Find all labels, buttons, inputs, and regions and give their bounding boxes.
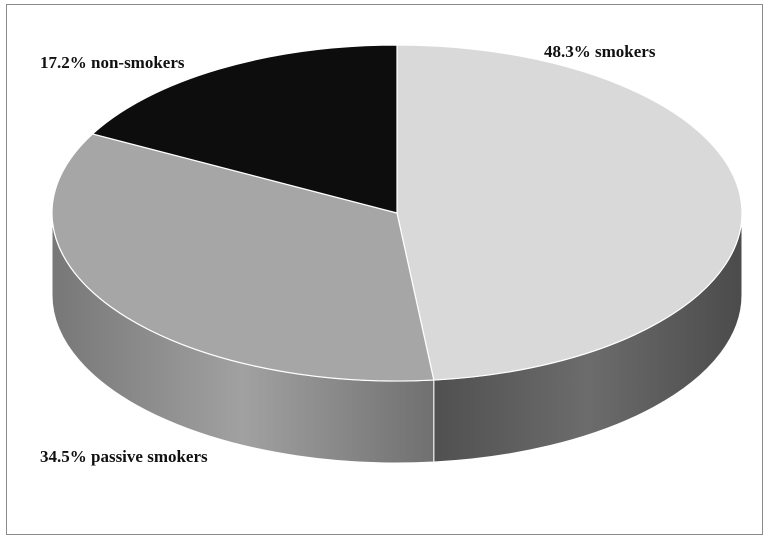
pie-slice-1 — [51, 133, 435, 382]
slice-label-1: 34.5% passive smokers — [40, 447, 208, 466]
pie-slice-0 — [396, 44, 743, 381]
slice-label-0: 48.3% smokers — [544, 42, 656, 61]
slice-label-2: 17.2% non-smokers — [40, 53, 185, 72]
pie-slice-2 — [91, 44, 398, 214]
